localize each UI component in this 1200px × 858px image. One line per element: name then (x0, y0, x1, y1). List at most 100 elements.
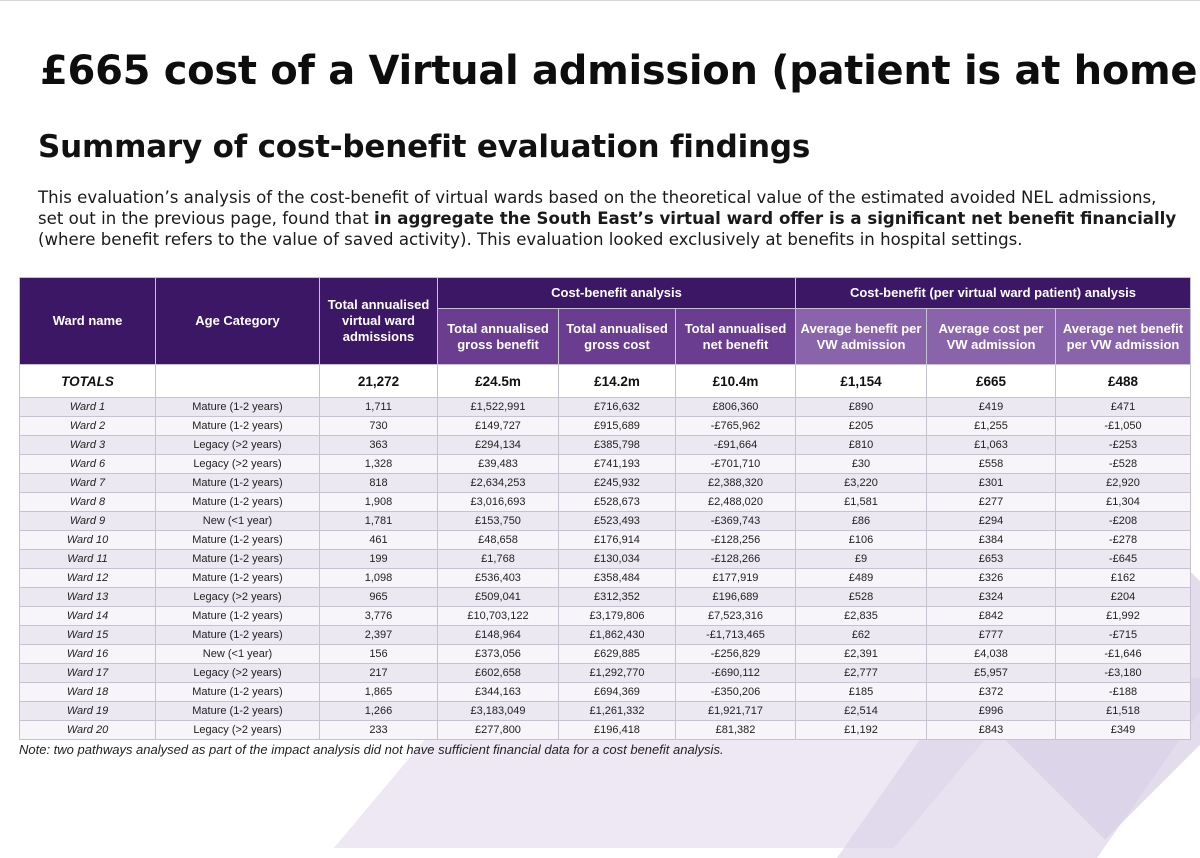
cell-age-category: Mature (1-2 years) (155, 530, 320, 550)
cell-gross-benefit: £344,163 (437, 682, 559, 702)
totals-avg-cost: £665 (926, 364, 1056, 398)
intro-text: (where benefit refers to the value of sa… (38, 230, 1023, 249)
cell-age-category: Legacy (>2 years) (155, 587, 320, 607)
cell-gross-cost: £176,914 (558, 530, 676, 550)
totals-gross-benefit: £24.5m (437, 364, 559, 398)
cell-ward-name: Ward 16 (19, 644, 156, 664)
cell-avg-cost: £372 (926, 682, 1056, 702)
cell-avg-benefit: £2,391 (795, 644, 927, 664)
totals-label: TOTALS (19, 364, 156, 398)
cell-age-category: New (<1 year) (155, 644, 320, 664)
cell-ward-name: Ward 11 (19, 549, 156, 569)
cell-ward-name: Ward 17 (19, 663, 156, 683)
table-row: Ward 17 Legacy (>2 years) 217 £602,658 £1,29… (19, 663, 1191, 683)
cell-admissions: 233 (319, 720, 438, 740)
cell-avg-cost: £1,255 (926, 416, 1056, 436)
cell-gross-cost: £312,352 (558, 587, 676, 607)
cell-avg-cost: £1,063 (926, 435, 1056, 455)
cell-gross-benefit: £2,634,253 (437, 473, 559, 493)
cell-age-category: Mature (1-2 years) (155, 606, 320, 626)
cell-net-benefit: £177,919 (675, 568, 796, 588)
cell-net-benefit: -£128,256 (675, 530, 796, 550)
cell-ward-name: Ward 19 (19, 701, 156, 721)
cell-avg-cost: £326 (926, 568, 1056, 588)
cell-admissions: 1,266 (319, 701, 438, 721)
table-row: Ward 9 New (<1 year) 1,781 £153,750 £523,493… (19, 511, 1191, 531)
cell-age-category: Mature (1-2 years) (155, 549, 320, 569)
cell-avg-benefit: £2,835 (795, 606, 927, 626)
cell-admissions: 3,776 (319, 606, 438, 626)
table-row: Ward 16 New (<1 year) 156 £373,056 £629,885-… (19, 644, 1191, 664)
header-age-category: Age Category (155, 277, 320, 365)
cell-avg-net: £349 (1055, 720, 1191, 740)
cell-gross-cost: £528,673 (558, 492, 676, 512)
cell-net-benefit: £2,488,020 (675, 492, 796, 512)
totals-gross-cost: £14.2m (558, 364, 676, 398)
cell-admissions: 965 (319, 587, 438, 607)
footnote: Note: two pathways analysed as part of t… (19, 742, 724, 757)
cell-admissions: 1,908 (319, 492, 438, 512)
cell-gross-benefit: £153,750 (437, 511, 559, 531)
cell-gross-cost: £130,034 (558, 549, 676, 569)
totals-net-benefit: £10.4m (675, 364, 796, 398)
header-gross-cost: Total annualised gross cost (558, 308, 676, 365)
cell-age-category: Mature (1-2 years) (155, 416, 320, 436)
intro-emphasis: in aggregate the South East’s virtual wa… (374, 209, 1177, 228)
cell-gross-cost: £385,798 (558, 435, 676, 455)
top-divider (0, 0, 1200, 1)
cell-avg-net: -£1,646 (1055, 644, 1191, 664)
cell-avg-cost: £5,957 (926, 663, 1056, 683)
cell-admissions: 156 (319, 644, 438, 664)
cell-age-category: Mature (1-2 years) (155, 473, 320, 493)
cell-gross-cost: £523,493 (558, 511, 676, 531)
cell-gross-benefit: £536,403 (437, 568, 559, 588)
cell-avg-cost: £301 (926, 473, 1056, 493)
cell-ward-name: Ward 6 (19, 454, 156, 474)
cell-avg-benefit: £1,581 (795, 492, 927, 512)
cell-net-benefit: -£369,743 (675, 511, 796, 531)
cell-avg-benefit: £106 (795, 530, 927, 550)
cell-avg-cost: £419 (926, 397, 1056, 417)
cell-avg-cost: £277 (926, 492, 1056, 512)
cell-gross-cost: £716,632 (558, 397, 676, 417)
cell-avg-benefit: £3,220 (795, 473, 927, 493)
cost-benefit-table-container: Ward name Age Category Total annualised … (19, 277, 1191, 740)
cell-gross-benefit: £148,964 (437, 625, 559, 645)
cell-ward-name: Ward 9 (19, 511, 156, 531)
table-row: Ward 1 Mature (1-2 years) 1,711 £1,522,991 £… (19, 397, 1191, 417)
totals-avg-net: £488 (1055, 364, 1191, 398)
cell-avg-net: -£528 (1055, 454, 1191, 474)
cell-ward-name: Ward 8 (19, 492, 156, 512)
cell-avg-net: -£278 (1055, 530, 1191, 550)
cell-admissions: 1,781 (319, 511, 438, 531)
cell-age-category: Legacy (>2 years) (155, 720, 320, 740)
table-row: Ward 2 Mature (1-2 years) 730 £149,727 £915,… (19, 416, 1191, 436)
totals-admissions: 21,272 (319, 364, 438, 398)
cell-net-benefit: £806,360 (675, 397, 796, 417)
cell-avg-benefit: £205 (795, 416, 927, 436)
cell-age-category: Mature (1-2 years) (155, 625, 320, 645)
cell-age-category: Mature (1-2 years) (155, 682, 320, 702)
cell-gross-cost: £915,689 (558, 416, 676, 436)
cell-gross-benefit: £10,703,122 (437, 606, 559, 626)
totals-row: TOTALS 21,272 £24.5m £14.2m £10.4m £1,15… (19, 364, 1191, 398)
cell-age-category: Legacy (>2 years) (155, 454, 320, 474)
header-net-benefit: Total annualised net benefit (675, 308, 796, 365)
cell-avg-net: -£188 (1055, 682, 1191, 702)
cell-net-benefit: £7,523,316 (675, 606, 796, 626)
cell-gross-benefit: £509,041 (437, 587, 559, 607)
cell-ward-name: Ward 7 (19, 473, 156, 493)
totals-avg-benefit: £1,154 (795, 364, 927, 398)
cell-gross-benefit: £373,056 (437, 644, 559, 664)
cell-age-category: Legacy (>2 years) (155, 435, 320, 455)
header-group-cost-benefit: Cost-benefit analysis (437, 277, 796, 309)
cell-gross-benefit: £39,483 (437, 454, 559, 474)
cell-avg-net: £1,518 (1055, 701, 1191, 721)
cell-avg-benefit: £30 (795, 454, 927, 474)
cell-gross-cost: £1,261,332 (558, 701, 676, 721)
cell-avg-cost: £4,038 (926, 644, 1056, 664)
cell-gross-cost: £358,484 (558, 568, 676, 588)
cell-avg-benefit: £185 (795, 682, 927, 702)
cell-ward-name: Ward 20 (19, 720, 156, 740)
cell-avg-benefit: £1,192 (795, 720, 927, 740)
